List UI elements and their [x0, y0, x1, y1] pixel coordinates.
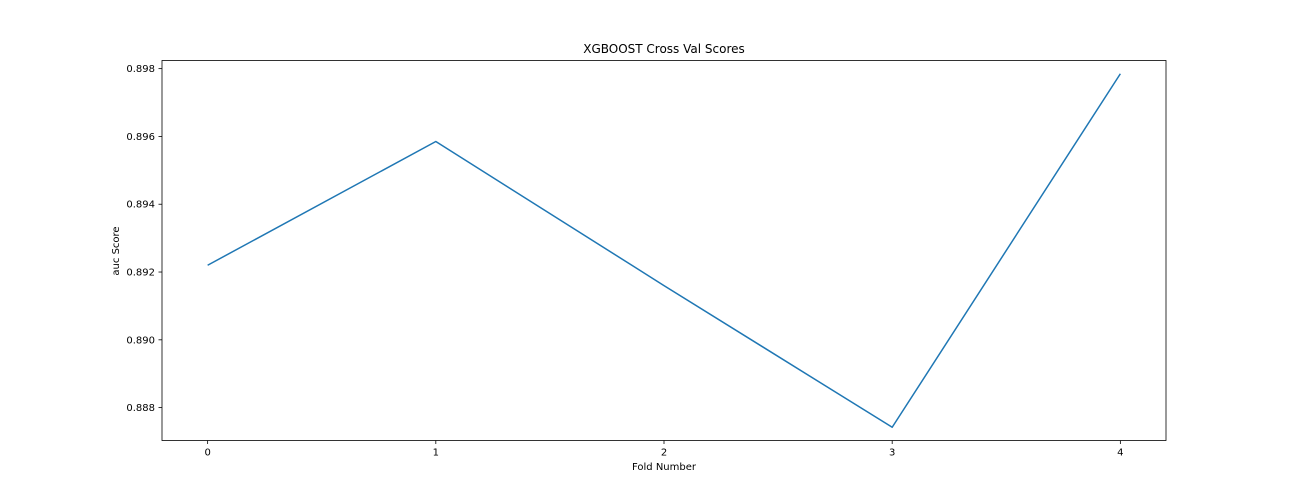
- series-layer: [207, 73, 1121, 429]
- y-tick-label: 0.888: [126, 403, 155, 414]
- y-tick-label: 0.898: [126, 64, 155, 75]
- y-tick-label: 0.890: [126, 335, 155, 346]
- x-tick-label: 2: [661, 448, 667, 459]
- x-tick-label: 4: [1117, 448, 1123, 459]
- x-tick-label: 3: [889, 448, 895, 459]
- chart-title: XGBOOST Cross Val Scores: [583, 42, 745, 56]
- y-tick-label: 0.896: [126, 132, 155, 143]
- x-axis-label: Fold Number: [632, 462, 697, 473]
- x-axis-ticks: 0 1 2 3 4: [204, 440, 1124, 459]
- x-tick-label: 0: [204, 448, 210, 459]
- y-tick-label: 0.892: [126, 268, 155, 279]
- x-tick-label: 1: [433, 448, 439, 459]
- series-line: [207, 73, 1121, 429]
- y-axis-label: auc Score: [111, 226, 122, 275]
- y-axis-ticks: 0.888 0.890 0.892 0.894 0.896 0.898: [126, 64, 162, 414]
- y-tick-label: 0.894: [126, 200, 155, 211]
